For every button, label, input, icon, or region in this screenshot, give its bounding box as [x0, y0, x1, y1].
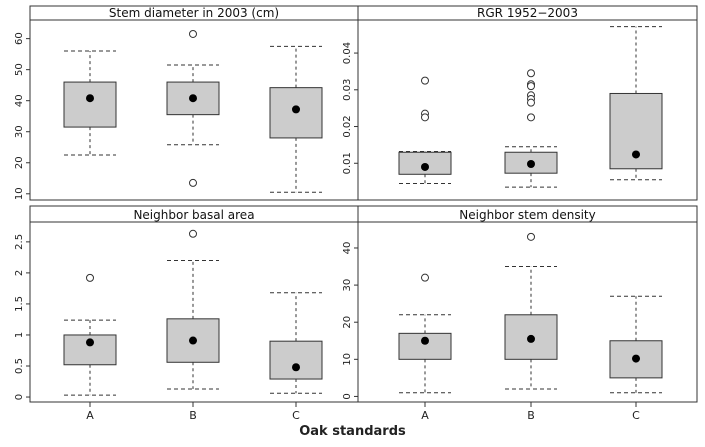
y-tick-label: 0: [342, 393, 353, 399]
y-tick-label: 20: [342, 316, 353, 329]
y-tick-label: 0.03: [342, 79, 353, 101]
panel-title: Neighbor basal area: [133, 208, 254, 222]
outlier-point: [527, 82, 535, 91]
mean-point: [421, 336, 429, 345]
y-tick-label: 10: [342, 353, 353, 366]
mean-point: [632, 150, 640, 159]
panel-strip: [357, 205, 698, 223]
x-tick-label: C: [632, 409, 640, 422]
mean-point: [86, 94, 94, 103]
y-tick-label: 0.04: [342, 42, 353, 64]
y-tick-label: 1: [14, 332, 25, 338]
outlier-point: [421, 113, 429, 122]
y-tick-label: 40: [342, 242, 353, 255]
panel-title: Stem diameter in 2003 (cm): [109, 6, 279, 20]
y-tick-label: 40: [14, 94, 25, 107]
outlier-point: [421, 273, 429, 282]
mean-point: [527, 160, 535, 168]
outlier-point: [527, 69, 535, 78]
x-tick-label: B: [189, 409, 197, 422]
y-tick-label: 1.5: [14, 296, 25, 312]
outlier-point: [527, 98, 535, 107]
x-tick-label: A: [86, 409, 94, 422]
mean-point: [527, 334, 535, 343]
x-tick-label: A: [421, 409, 429, 422]
y-tick-label: 0.02: [342, 115, 353, 137]
mean-point: [189, 94, 197, 103]
y-tick-label: 10: [14, 187, 25, 200]
panel-title: RGR 1952−2003: [477, 6, 578, 20]
panel-strip: [357, 5, 698, 21]
x-tick-label: C: [292, 409, 300, 422]
mean-point: [189, 336, 197, 345]
y-tick-label: 0.5: [14, 358, 25, 374]
y-tick-label: 30: [14, 125, 25, 138]
outlier-point: [86, 273, 94, 282]
outlier-point: [189, 229, 197, 238]
y-tick-label: 0.01: [342, 152, 353, 174]
outlier-point: [189, 29, 197, 38]
y-tick-label: 50: [14, 63, 25, 76]
box-iqr: [269, 340, 323, 380]
panel-title: Neighbor stem density: [459, 208, 595, 222]
outlier-point: [527, 232, 535, 241]
mean-point: [292, 363, 300, 372]
y-tick-label: 2.5: [14, 234, 25, 250]
mean-point: [421, 162, 429, 171]
y-tick-label: 0: [14, 394, 25, 400]
y-tick-label: 60: [14, 32, 25, 45]
mean-point: [86, 338, 94, 347]
y-tick-label: 20: [14, 156, 25, 169]
y-tick-label: 30: [342, 279, 353, 292]
outlier-point: [421, 76, 429, 85]
box-iqr: [63, 81, 117, 128]
outlier-point: [189, 178, 197, 187]
x-tick-label: B: [527, 409, 535, 422]
outlier-point: [527, 113, 535, 122]
mean-point: [292, 105, 300, 114]
y-tick-label: 2: [14, 270, 25, 276]
mean-point: [632, 354, 640, 363]
x-axis-label: Oak standards: [299, 424, 406, 439]
